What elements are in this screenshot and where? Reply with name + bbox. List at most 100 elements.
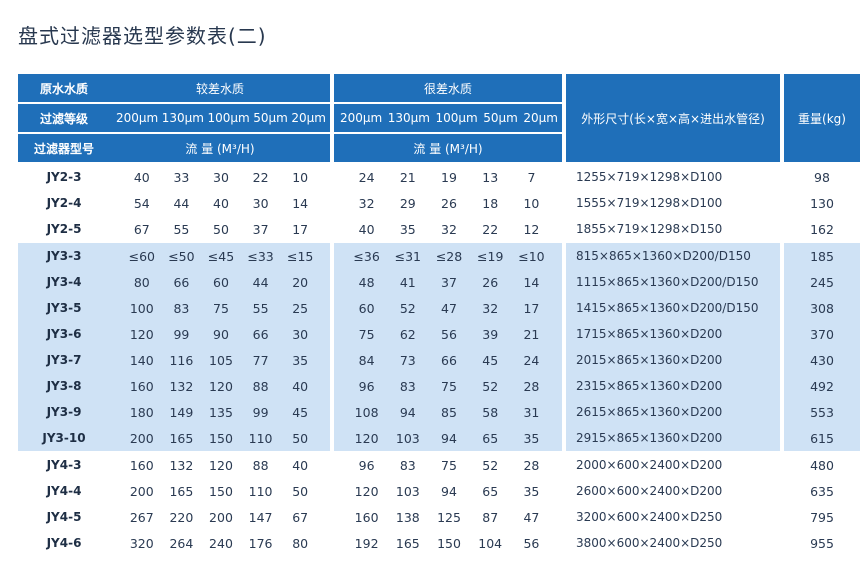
flow-value: ≤28	[435, 248, 463, 264]
dimensions-cell: 1115×865×1360×D200/D150	[566, 269, 780, 295]
flow-value: 40	[292, 457, 309, 473]
flow-value: 14	[292, 195, 309, 211]
flow-value: 125	[437, 509, 461, 525]
flow-value: 47	[523, 509, 540, 525]
header-row-grade: 过滤等级 200μm 130μm 100μm 50μm 20μm 200μm 1…	[18, 104, 860, 134]
flow-value: 120	[129, 326, 154, 342]
flow-value: 37	[441, 274, 457, 290]
very-poor-flow-cell: 160 138 125 87 47	[334, 504, 562, 530]
flow-value: ≤45	[207, 248, 235, 264]
dimensions-cell: 815×865×1360×D200/D150	[566, 242, 780, 269]
flow-value: 47	[441, 300, 457, 316]
flow-value: 17	[292, 221, 309, 237]
flow-value: 50	[292, 483, 309, 499]
flow-value: 45	[292, 404, 309, 420]
flow-value: 96	[358, 378, 375, 394]
flow-value: 44	[173, 195, 190, 211]
flow-value: 17	[523, 300, 540, 316]
flow-value: 28	[523, 378, 540, 394]
weight-cell: 185	[784, 242, 860, 269]
flow-value: 90	[213, 326, 229, 342]
flow-value: 37	[252, 221, 269, 237]
weight-cell: 430	[784, 347, 860, 373]
weight-cell: 553	[784, 399, 860, 425]
flow-value: 103	[395, 430, 420, 446]
flow-value: 60	[358, 300, 375, 316]
flow-value: 22	[482, 221, 499, 237]
poor-flow-cell: 67 55 50 37 17	[110, 216, 330, 242]
dimensions-cell: 3800×600×2400×D250	[576, 536, 723, 550]
grade-label: 20μm	[523, 111, 558, 125]
flow-value: 44	[252, 274, 269, 290]
poor-flow-cell: 100 83 75 55 25	[110, 295, 330, 321]
flow-value: 135	[209, 404, 233, 420]
table-row: JY2-4 54 44 40 30 14 32 29 26 18 10 1555×719×1298×D…	[18, 190, 860, 216]
flow-label-poor: 流 量 (M³/H)	[110, 134, 330, 164]
flow-value: 40	[292, 378, 309, 394]
flow-value: 67	[292, 509, 309, 525]
flow-value: 77	[252, 352, 269, 368]
flow-value: 160	[129, 457, 154, 473]
flow-value: 29	[399, 195, 416, 211]
spec-table: 原水水质 较差水质 很差水质 外形尺寸(长×宽×高×进出水管径) 重量(kg) …	[18, 74, 860, 556]
header-row-model: 过滤器型号 流 量 (M³/H) 流 量 (M³/H)	[18, 134, 860, 164]
model-cell: JY3-7	[18, 347, 110, 373]
flow-value: 45	[482, 352, 499, 368]
flow-value: 39	[482, 326, 499, 342]
weight-cell: 245	[784, 269, 860, 295]
flow-value: 138	[395, 509, 420, 525]
flow-value: 120	[209, 378, 233, 394]
flow-value: 32	[358, 195, 375, 211]
flow-value: 75	[213, 300, 229, 316]
flow-value: 149	[169, 404, 194, 420]
flow-value: 52	[482, 378, 499, 394]
very-poor-flow-cell: 192 165 150 104 56	[334, 530, 562, 556]
flow-value: 165	[395, 535, 420, 551]
flow-value: 110	[248, 483, 273, 499]
flow-value: 83	[399, 378, 416, 394]
very-poor-flow-cell: 32 29 26 18 10	[334, 190, 562, 216]
flow-value: 7	[527, 169, 536, 185]
flow-value: 30	[213, 169, 229, 185]
flow-value: 31	[523, 404, 540, 420]
very-poor-flow-cell: 40 35 32 22 12	[334, 216, 562, 242]
very-poor-flow-cell: 24 21 19 13 7	[334, 164, 562, 190]
page-title: 盘式过滤器选型参数表(二)	[18, 24, 267, 48]
table-row: JY3-4 80 66 60 44 20 48 41 37 26 14 1115×865×1360×D…	[18, 269, 860, 295]
flow-value: 96	[358, 457, 375, 473]
flow-value: 21	[399, 169, 416, 185]
dimensions-cell: 2000×600×2400×D200	[566, 451, 780, 478]
flow-value: 180	[129, 404, 154, 420]
model-cell: JY3-4	[18, 269, 110, 295]
poor-grades: 200μm 130μm 100μm 50μm 20μm	[110, 104, 330, 134]
flow-value: 30	[292, 326, 309, 342]
table-row: JY4-6 320 264 240 176 80 192 165 150 104 56 3800×60…	[18, 530, 860, 556]
flow-value: 60	[213, 274, 229, 290]
flow-value: 19	[441, 169, 457, 185]
flow-value: 35	[523, 430, 540, 446]
flow-value: ≤50	[168, 248, 195, 264]
flow-value: 55	[173, 221, 190, 237]
grade-label: 50μm	[483, 111, 518, 125]
dimensions-cell: 1855×719×1298×D150	[576, 222, 723, 236]
table-row: JY3-10 200 165 150 110 50 120 103 94 65 35 2915×865…	[18, 425, 860, 451]
flow-value: 94	[441, 483, 457, 499]
flow-value: 192	[354, 535, 379, 551]
poor-flow-cell: 80 66 60 44 20	[110, 269, 330, 295]
table-row: JY4-4 200 165 150 110 50 120 103 94 65 35 2600×600×…	[18, 478, 860, 504]
flow-value: 176	[248, 535, 273, 551]
flow-value: 25	[292, 300, 309, 316]
dimensions-cell: 2600×600×2400×D200	[576, 484, 723, 498]
very-poor-flow-cell: 75 62 56 39 21	[334, 321, 562, 347]
flow-value: ≤36	[353, 248, 380, 264]
grade-label: 130μm	[161, 111, 204, 125]
flow-value: 75	[358, 326, 375, 342]
flow-value: 26	[482, 274, 499, 290]
flow-value: 94	[441, 430, 457, 446]
flow-value: 56	[441, 326, 457, 342]
flow-value: 52	[482, 457, 499, 473]
table-row: JY3-6 120 99 90 66 30 75 62 56 39 21 1715×865×1360×…	[18, 321, 860, 347]
flow-value: 264	[169, 535, 194, 551]
flow-value: 40	[133, 169, 150, 185]
flow-value: 132	[169, 378, 194, 394]
